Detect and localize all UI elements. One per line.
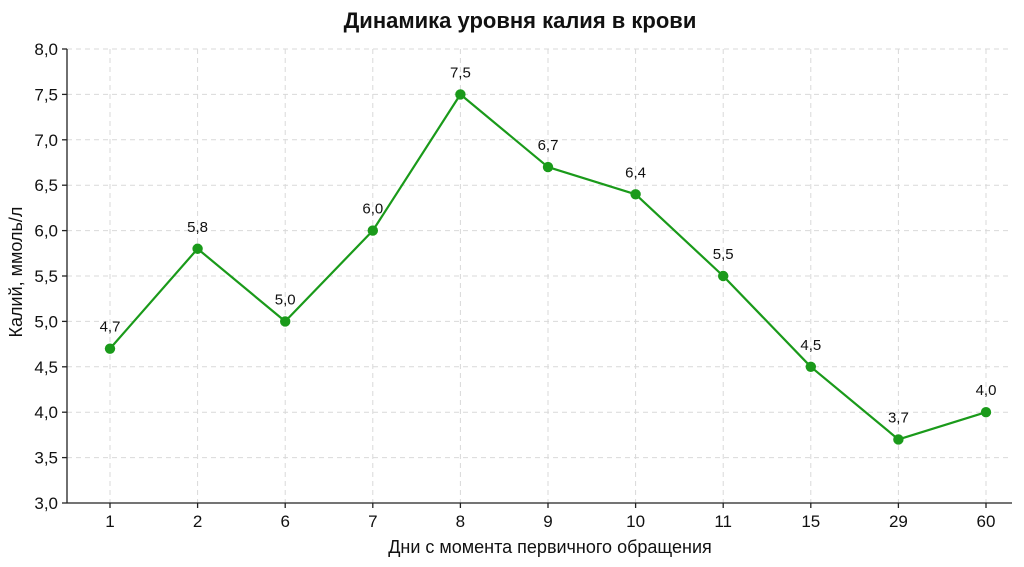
x-tick-label: 1 bbox=[105, 512, 114, 531]
data-label: 4,0 bbox=[976, 382, 997, 399]
y-tick-label: 5,5 bbox=[34, 267, 58, 286]
grid bbox=[67, 48, 1012, 503]
data-point bbox=[104, 343, 116, 354]
data-point bbox=[893, 434, 904, 445]
x-tick-label: 2 bbox=[193, 512, 202, 531]
y-tick-label: 4,5 bbox=[34, 358, 58, 377]
data-point bbox=[367, 225, 378, 236]
data-point bbox=[630, 189, 641, 200]
y-tick-label: 7,5 bbox=[34, 85, 58, 104]
y-tick-label: 6,5 bbox=[34, 176, 58, 195]
x-tick-label: 9 bbox=[543, 512, 552, 531]
data-label: 6,4 bbox=[625, 164, 646, 181]
data-label: 4,5 bbox=[800, 337, 821, 354]
data-point bbox=[980, 407, 992, 418]
data-point bbox=[192, 243, 203, 254]
data-point bbox=[718, 270, 729, 282]
data-point bbox=[280, 316, 291, 327]
y-tick-label: 3,5 bbox=[34, 449, 58, 468]
data-point bbox=[542, 161, 554, 173]
data-label: 5,8 bbox=[187, 219, 208, 236]
x-tick-label: 6 bbox=[280, 512, 289, 531]
x-tick-label: 7 bbox=[368, 512, 377, 531]
axes: 3,0 3,5 4,0 4,5 5,0 5,5 6,0 6,5 7,0 7,5 8,0 1 2 6 7 8 9 1… bbox=[34, 40, 1012, 531]
data-label: 3,7 bbox=[888, 409, 909, 426]
x-tick-label: 29 bbox=[889, 512, 908, 531]
y-axis-label: Калий, ммоль/л bbox=[6, 207, 26, 338]
y-tick-label: 8,0 bbox=[34, 40, 58, 59]
data-label: 7,5 bbox=[450, 64, 471, 81]
x-tick-label: 15 bbox=[801, 512, 820, 531]
data-label: 5,0 bbox=[275, 291, 296, 308]
data-label: 5,5 bbox=[713, 246, 734, 263]
y-tick-label: 3,0 bbox=[34, 494, 58, 513]
data-point bbox=[455, 89, 466, 100]
x-tick-label: 10 bbox=[626, 512, 645, 531]
x-tick-label: 11 bbox=[714, 512, 732, 531]
chart-title: Динамика уровня калия в крови bbox=[344, 8, 697, 33]
x-tick-label: 60 bbox=[977, 512, 996, 531]
data-label: 4,7 bbox=[100, 319, 121, 336]
series bbox=[104, 89, 992, 445]
y-tick-label: 5,0 bbox=[34, 312, 58, 331]
y-tick-label: 4,0 bbox=[34, 403, 58, 422]
data-label: 6,7 bbox=[538, 137, 559, 154]
y-tick-label: 6,0 bbox=[34, 222, 58, 241]
data-point bbox=[805, 361, 816, 372]
x-axis-label: Дни с момента первичного обращения bbox=[388, 537, 712, 557]
x-tick-label: 8 bbox=[456, 512, 465, 531]
y-tick-label: 7,0 bbox=[34, 131, 58, 150]
data-label: 6,0 bbox=[362, 201, 383, 218]
data-labels: 4,7 5,8 5,0 6,0 7,5 6,7 6,4 5,5 4,5 3,7 4,0 bbox=[100, 64, 997, 426]
